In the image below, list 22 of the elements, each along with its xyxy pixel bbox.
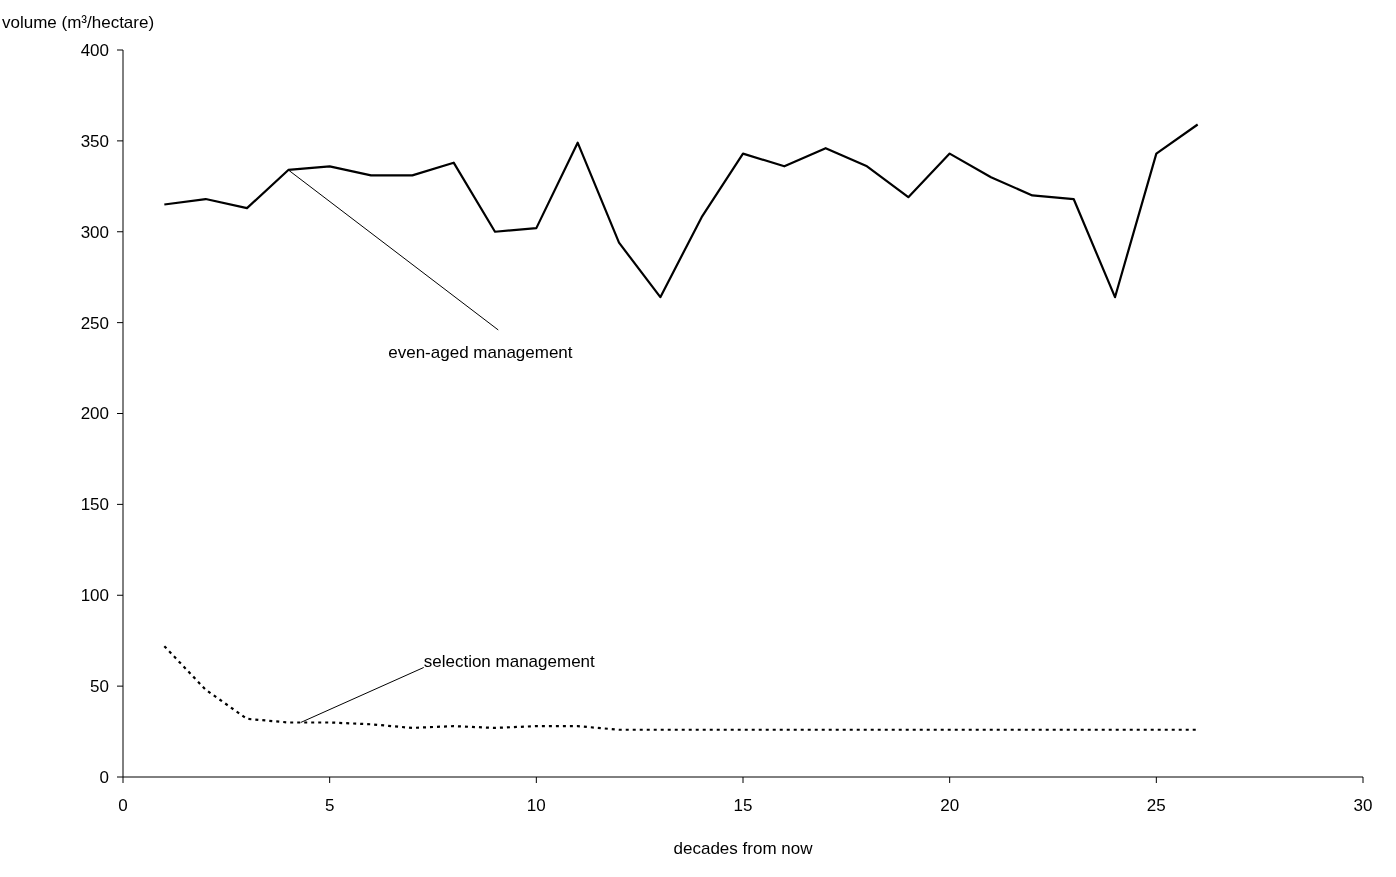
y-tick-label: 400 <box>80 40 109 60</box>
y-tick-label: 250 <box>80 313 109 333</box>
y-tick-label: 350 <box>80 131 109 151</box>
x-tick-label: 0 <box>118 796 128 815</box>
line-series <box>163 645 1199 731</box>
x-tick-label: 25 <box>1146 796 1166 815</box>
x-axis-title: decades from now <box>673 839 814 858</box>
y-tick-label: 50 <box>90 677 109 697</box>
x-tick-label: 20 <box>940 796 960 815</box>
x-tick-label: 30 <box>1353 796 1373 815</box>
x-tick-label: 10 <box>526 796 546 815</box>
y-axis-title: volume (m³/hectare) <box>2 13 155 32</box>
y-tick-label: 0 <box>99 767 109 787</box>
y-tick-label: 200 <box>80 404 109 424</box>
line-series <box>163 123 1199 299</box>
x-tick-label: 5 <box>324 796 335 815</box>
y-tick-label: 300 <box>80 222 109 242</box>
y-tick-label: 150 <box>80 495 109 515</box>
y-tick-label: 100 <box>80 586 109 606</box>
annotation: even-aged management <box>388 342 573 362</box>
annotation: selection management <box>423 652 596 672</box>
x-tick-label: 15 <box>733 796 753 815</box>
